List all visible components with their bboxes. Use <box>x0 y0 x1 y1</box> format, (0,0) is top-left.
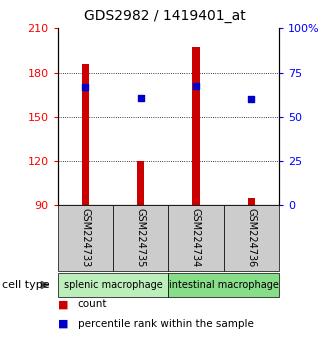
Text: GDS2982 / 1419401_at: GDS2982 / 1419401_at <box>84 9 246 23</box>
Bar <box>137 161 144 205</box>
Point <box>193 83 199 89</box>
Text: GSM224733: GSM224733 <box>81 209 90 268</box>
Text: intestinal macrophage: intestinal macrophage <box>169 280 279 290</box>
Text: count: count <box>78 299 107 309</box>
Text: GSM224735: GSM224735 <box>136 209 146 268</box>
Bar <box>192 47 200 205</box>
Bar <box>82 64 89 205</box>
Text: cell type: cell type <box>2 280 49 290</box>
Bar <box>248 198 255 205</box>
Point <box>138 95 143 101</box>
Text: ■: ■ <box>58 319 68 329</box>
Text: ■: ■ <box>58 299 68 309</box>
Text: percentile rank within the sample: percentile rank within the sample <box>78 319 253 329</box>
Text: GSM224736: GSM224736 <box>246 209 256 268</box>
Point <box>83 85 88 90</box>
Text: splenic macrophage: splenic macrophage <box>64 280 162 290</box>
Text: GSM224734: GSM224734 <box>191 209 201 268</box>
Point <box>248 96 254 102</box>
